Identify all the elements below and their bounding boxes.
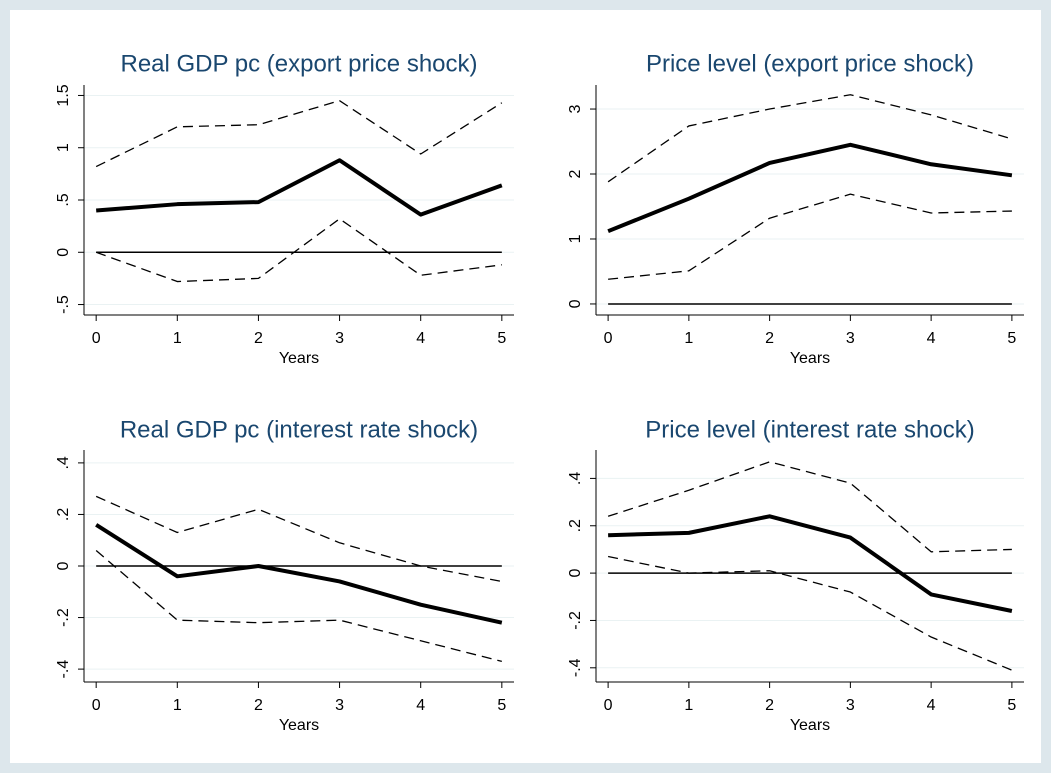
panel-title: Real GDP pc (interest rate shock) [120, 416, 478, 443]
x-tick-label: 4 [416, 697, 425, 714]
y-tick-label: .2 [55, 508, 72, 521]
y-tick-label: 0 [567, 569, 584, 578]
y-tick-label: -.5 [55, 295, 72, 314]
estimate-line [608, 514, 1013, 613]
confidence-line [95, 550, 502, 663]
x-tick-label: 5 [497, 697, 506, 714]
y-tick-label: 1.5 [55, 84, 72, 106]
x-tick-label: 2 [765, 330, 774, 347]
x-tick-label: 2 [254, 330, 263, 347]
x-tick-label: 1 [684, 330, 693, 347]
estimate-line [95, 523, 503, 625]
panel-title: Real GDP pc (export price shock) [120, 50, 477, 77]
confidence-line [607, 555, 1013, 671]
x-tick-label: 4 [927, 330, 936, 347]
confidence-line [95, 495, 502, 583]
x-tick-label: 0 [604, 330, 613, 347]
x-tick-label: 1 [173, 697, 182, 714]
x-tick-label: 5 [497, 330, 506, 347]
y-tick-label: -.2 [55, 608, 72, 627]
x-tick-label: 4 [416, 330, 425, 347]
x-tick-label: 3 [335, 697, 344, 714]
x-tick-label: 5 [1007, 330, 1016, 347]
x-tick-label: 3 [846, 330, 855, 347]
estimate-line [96, 158, 503, 217]
confidence-line [95, 100, 503, 168]
x-axis-label: Years [790, 350, 830, 367]
y-tick-label: 0 [55, 248, 72, 257]
y-tick-label: -.2 [567, 611, 584, 630]
y-tick-label: 2 [567, 169, 584, 178]
y-tick-label: 0 [55, 561, 72, 570]
estimate-line [607, 142, 1013, 234]
x-axis-label: Years [279, 350, 319, 367]
confidence-line [607, 461, 1012, 553]
y-tick-label: .2 [567, 519, 584, 532]
y-tick-label: 3 [567, 104, 584, 113]
x-axis-label: Years [790, 717, 830, 734]
x-tick-label: 5 [1007, 697, 1016, 714]
x-tick-label: 0 [604, 697, 613, 714]
panel-title: Price level (interest rate shock) [645, 416, 974, 443]
x-tick-label: 0 [92, 330, 101, 347]
x-tick-label: 1 [684, 697, 693, 714]
y-tick-label: 0 [567, 299, 584, 308]
x-tick-label: 3 [846, 697, 855, 714]
confidence-line [95, 218, 502, 283]
x-axis-label: Years [279, 717, 319, 734]
x-tick-label: 2 [765, 697, 774, 714]
y-tick-label: 1 [55, 143, 72, 152]
y-tick-label: .4 [55, 456, 72, 469]
confidence-line [607, 94, 1013, 183]
x-tick-label: 4 [927, 697, 936, 714]
x-tick-label: 2 [254, 697, 263, 714]
y-tick-label: .5 [55, 193, 72, 206]
confidence-line [608, 193, 1012, 280]
y-tick-label: -.4 [55, 660, 72, 679]
x-tick-label: 0 [92, 697, 101, 714]
y-tick-label: .4 [567, 472, 584, 485]
y-tick-label: -.4 [567, 658, 584, 677]
graph-region [10, 10, 1041, 763]
panel-title: Price level (export price shock) [646, 50, 974, 77]
x-tick-label: 3 [335, 330, 344, 347]
x-tick-label: 1 [173, 330, 182, 347]
y-tick-label: 1 [567, 234, 584, 243]
